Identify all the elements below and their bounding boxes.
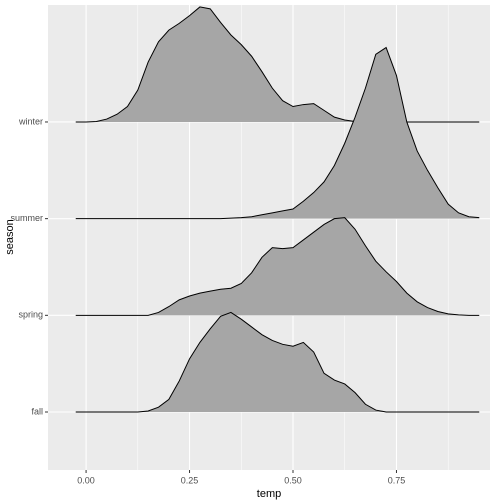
x-tick-label: 0.00 [77, 475, 95, 485]
x-tick-label: 0.25 [181, 475, 199, 485]
y-tick-label: spring [18, 310, 43, 320]
ridge-line [75, 6, 480, 123]
ridges [75, 6, 480, 413]
x-tick-label: 0.50 [284, 475, 302, 485]
ridge-area [75, 217, 480, 316]
ridge-area [75, 6, 480, 122]
y-axis-title: season [4, 219, 16, 254]
y-tick-label: summer [10, 213, 43, 223]
ridge-area [75, 47, 480, 219]
x-axis-title: temp [257, 488, 281, 500]
ridge-line [75, 46, 480, 220]
ridge-line [75, 311, 480, 413]
x-tick-label: 0.75 [388, 475, 406, 485]
axes: 0.00 0.25 0.50 0.75 fall spring summer winter [10, 116, 405, 485]
y-tick-label: winter [18, 116, 43, 126]
y-tick-label: fall [31, 406, 43, 416]
ridge-line [75, 217, 480, 316]
ridge-area [75, 312, 480, 412]
